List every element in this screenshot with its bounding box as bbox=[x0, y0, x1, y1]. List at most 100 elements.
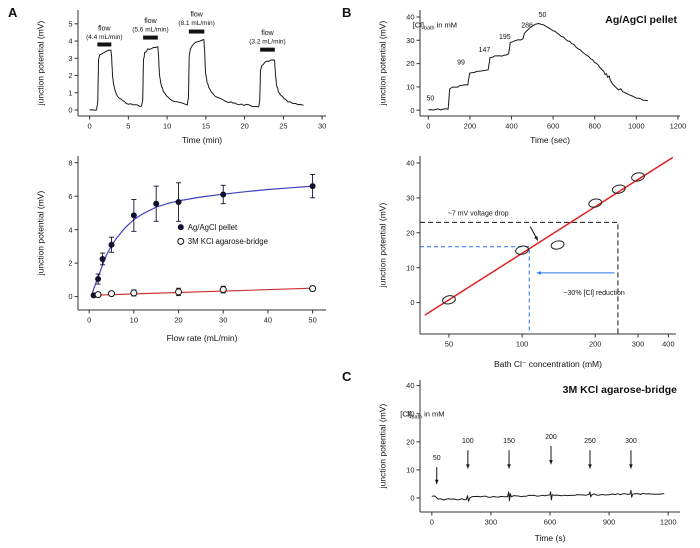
svg-text:600: 600 bbox=[547, 122, 560, 131]
svg-text:0: 0 bbox=[410, 298, 414, 307]
svg-text:10: 10 bbox=[406, 263, 414, 272]
svg-text:junction potential (mV): junction potential (mV) bbox=[36, 21, 46, 107]
svg-text:15: 15 bbox=[202, 122, 210, 131]
svg-text:147: 147 bbox=[479, 47, 491, 54]
svg-text:flow: flow bbox=[261, 30, 274, 37]
chart-flow-pulse-trace: 0 5 10 15 20 25 30 0 1 2 3 4 5 Time (min) junction pot… bbox=[34, 2, 338, 146]
svg-text:5: 5 bbox=[68, 19, 72, 28]
svg-text:Bath Cl⁻ concentration (mM): Bath Cl⁻ concentration (mM) bbox=[494, 359, 602, 369]
svg-text:0: 0 bbox=[88, 122, 92, 131]
svg-text:(8.1 mL/min): (8.1 mL/min) bbox=[178, 20, 214, 27]
svg-text:Flow rate (mL/min): Flow rate (mL/min) bbox=[167, 333, 238, 343]
panel-label-a: A bbox=[8, 5, 18, 20]
svg-text:0: 0 bbox=[410, 106, 414, 115]
svg-text:0: 0 bbox=[410, 494, 414, 503]
svg-text:Time (s): Time (s) bbox=[535, 533, 566, 543]
svg-text:200: 200 bbox=[464, 122, 477, 131]
svg-text:Ag/AgCl pellet: Ag/AgCl pellet bbox=[605, 14, 677, 26]
svg-text:flow: flow bbox=[144, 18, 157, 25]
svg-text:195: 195 bbox=[499, 34, 511, 41]
svg-text:1200: 1200 bbox=[670, 122, 687, 131]
svg-text:(3.2 mL/min): (3.2 mL/min) bbox=[249, 39, 285, 46]
svg-text:300: 300 bbox=[625, 438, 637, 445]
chart-flow-pulse-trace-svg: 0 5 10 15 20 25 30 0 1 2 3 4 5 Time (min) junction pot… bbox=[36, 10, 326, 145]
svg-text:200: 200 bbox=[589, 340, 602, 349]
svg-text:~7 mV voltage drop: ~7 mV voltage drop bbox=[448, 210, 509, 217]
svg-text:0: 0 bbox=[68, 292, 72, 301]
svg-text:50: 50 bbox=[445, 340, 453, 349]
chart-cl-concentration-calibration-svg: 50 100 200 300 400 0 10 20 30 40 Bath Cl⁻ concentr… bbox=[378, 156, 676, 369]
svg-text:100: 100 bbox=[516, 340, 529, 349]
svg-text:10: 10 bbox=[406, 465, 414, 474]
svg-text:400: 400 bbox=[505, 122, 518, 131]
svg-text:0: 0 bbox=[426, 122, 430, 131]
svg-text:10: 10 bbox=[130, 316, 138, 325]
svg-text:junction potential (mV): junction potential (mV) bbox=[378, 404, 388, 490]
svg-text:20: 20 bbox=[406, 228, 414, 237]
chart-bridge-cl-step-trace-svg: 0 300 600 900 1200 0 10 20 30 40 Time (s) junction … bbox=[378, 380, 680, 543]
svg-text:10: 10 bbox=[406, 82, 414, 91]
chart-flowrate-vs-potential: 0 10 20 30 40 50 0 2 4 6 8 Flow rate (mL/min) juncti… bbox=[34, 148, 338, 344]
svg-text:200: 200 bbox=[545, 434, 557, 441]
svg-text:[Cl]bath in mM: [Cl]bath in mM bbox=[400, 410, 444, 421]
svg-text:250: 250 bbox=[584, 438, 596, 445]
svg-text:600: 600 bbox=[544, 518, 557, 527]
svg-text:0: 0 bbox=[87, 316, 91, 325]
panel-label-b: B bbox=[342, 5, 352, 20]
svg-text:(4.4 mL/min): (4.4 mL/min) bbox=[86, 34, 122, 41]
svg-text:(5.6 mL/min): (5.6 mL/min) bbox=[132, 27, 168, 34]
svg-text:286: 286 bbox=[521, 22, 533, 29]
svg-text:300: 300 bbox=[632, 340, 645, 349]
svg-text:1: 1 bbox=[68, 88, 72, 97]
svg-text:40: 40 bbox=[406, 13, 414, 22]
svg-text:4: 4 bbox=[68, 37, 72, 46]
svg-text:Ag/AgCl pellet: Ag/AgCl pellet bbox=[188, 223, 238, 232]
chart-cl-concentration-calibration: 50 100 200 300 400 0 10 20 30 40 Bath Cl⁻ concentr… bbox=[376, 148, 690, 370]
svg-text:3M KCl agarose-bridge: 3M KCl agarose-bridge bbox=[188, 237, 268, 246]
svg-text:flow: flow bbox=[190, 12, 203, 19]
svg-text:3M KCl agarose-bridge: 3M KCl agarose-bridge bbox=[563, 384, 678, 396]
svg-text:99: 99 bbox=[457, 60, 465, 67]
svg-text:30: 30 bbox=[406, 409, 414, 418]
svg-text:300: 300 bbox=[485, 518, 498, 527]
svg-text:20: 20 bbox=[406, 59, 414, 68]
svg-text:junction potential (mV): junction potential (mV) bbox=[36, 191, 46, 277]
svg-text:25: 25 bbox=[279, 122, 287, 131]
svg-text:40: 40 bbox=[264, 316, 272, 325]
panel-label-c: C bbox=[342, 369, 352, 384]
svg-text:2: 2 bbox=[68, 71, 72, 80]
chart-pellet-cl-step-trace: 0 200 400 600 800 1000 1200 0 10 20 30 40 Time (sec)… bbox=[376, 2, 690, 146]
svg-text:150: 150 bbox=[503, 438, 515, 445]
svg-text:0: 0 bbox=[68, 106, 72, 115]
svg-text:0: 0 bbox=[430, 518, 434, 527]
svg-text:900: 900 bbox=[603, 518, 616, 527]
svg-text:junction potential (mV): junction potential (mV) bbox=[378, 203, 388, 289]
svg-text:3: 3 bbox=[68, 54, 72, 63]
svg-text:40: 40 bbox=[406, 159, 414, 168]
chart-flowrate-vs-potential-svg: 0 10 20 30 40 50 0 2 4 6 8 Flow rate (mL/min) juncti… bbox=[36, 156, 326, 343]
svg-text:Time (sec): Time (sec) bbox=[530, 135, 570, 145]
svg-text:1200: 1200 bbox=[660, 518, 677, 527]
svg-text:~30% [Cl] reduction: ~30% [Cl] reduction bbox=[563, 290, 624, 297]
svg-text:30: 30 bbox=[406, 36, 414, 45]
svg-text:30: 30 bbox=[318, 122, 326, 131]
svg-text:100: 100 bbox=[462, 438, 474, 445]
svg-text:junction potential (mV): junction potential (mV) bbox=[378, 21, 388, 107]
svg-text:2: 2 bbox=[68, 259, 72, 268]
svg-text:20: 20 bbox=[406, 437, 414, 446]
svg-text:50: 50 bbox=[308, 316, 316, 325]
chart-bridge-cl-step-trace: 0 300 600 900 1200 0 10 20 30 40 Time (s) junction … bbox=[376, 372, 690, 544]
svg-text:50: 50 bbox=[433, 455, 441, 462]
svg-text:flow: flow bbox=[98, 25, 111, 32]
svg-text:6: 6 bbox=[68, 192, 72, 201]
svg-text:30: 30 bbox=[219, 316, 227, 325]
svg-text:20: 20 bbox=[174, 316, 182, 325]
svg-text:30: 30 bbox=[406, 193, 414, 202]
svg-text:800: 800 bbox=[588, 122, 601, 131]
svg-text:10: 10 bbox=[163, 122, 171, 131]
svg-text:8: 8 bbox=[68, 158, 72, 167]
svg-text:4: 4 bbox=[68, 225, 72, 234]
svg-text:400: 400 bbox=[662, 340, 675, 349]
svg-text:40: 40 bbox=[406, 381, 414, 390]
